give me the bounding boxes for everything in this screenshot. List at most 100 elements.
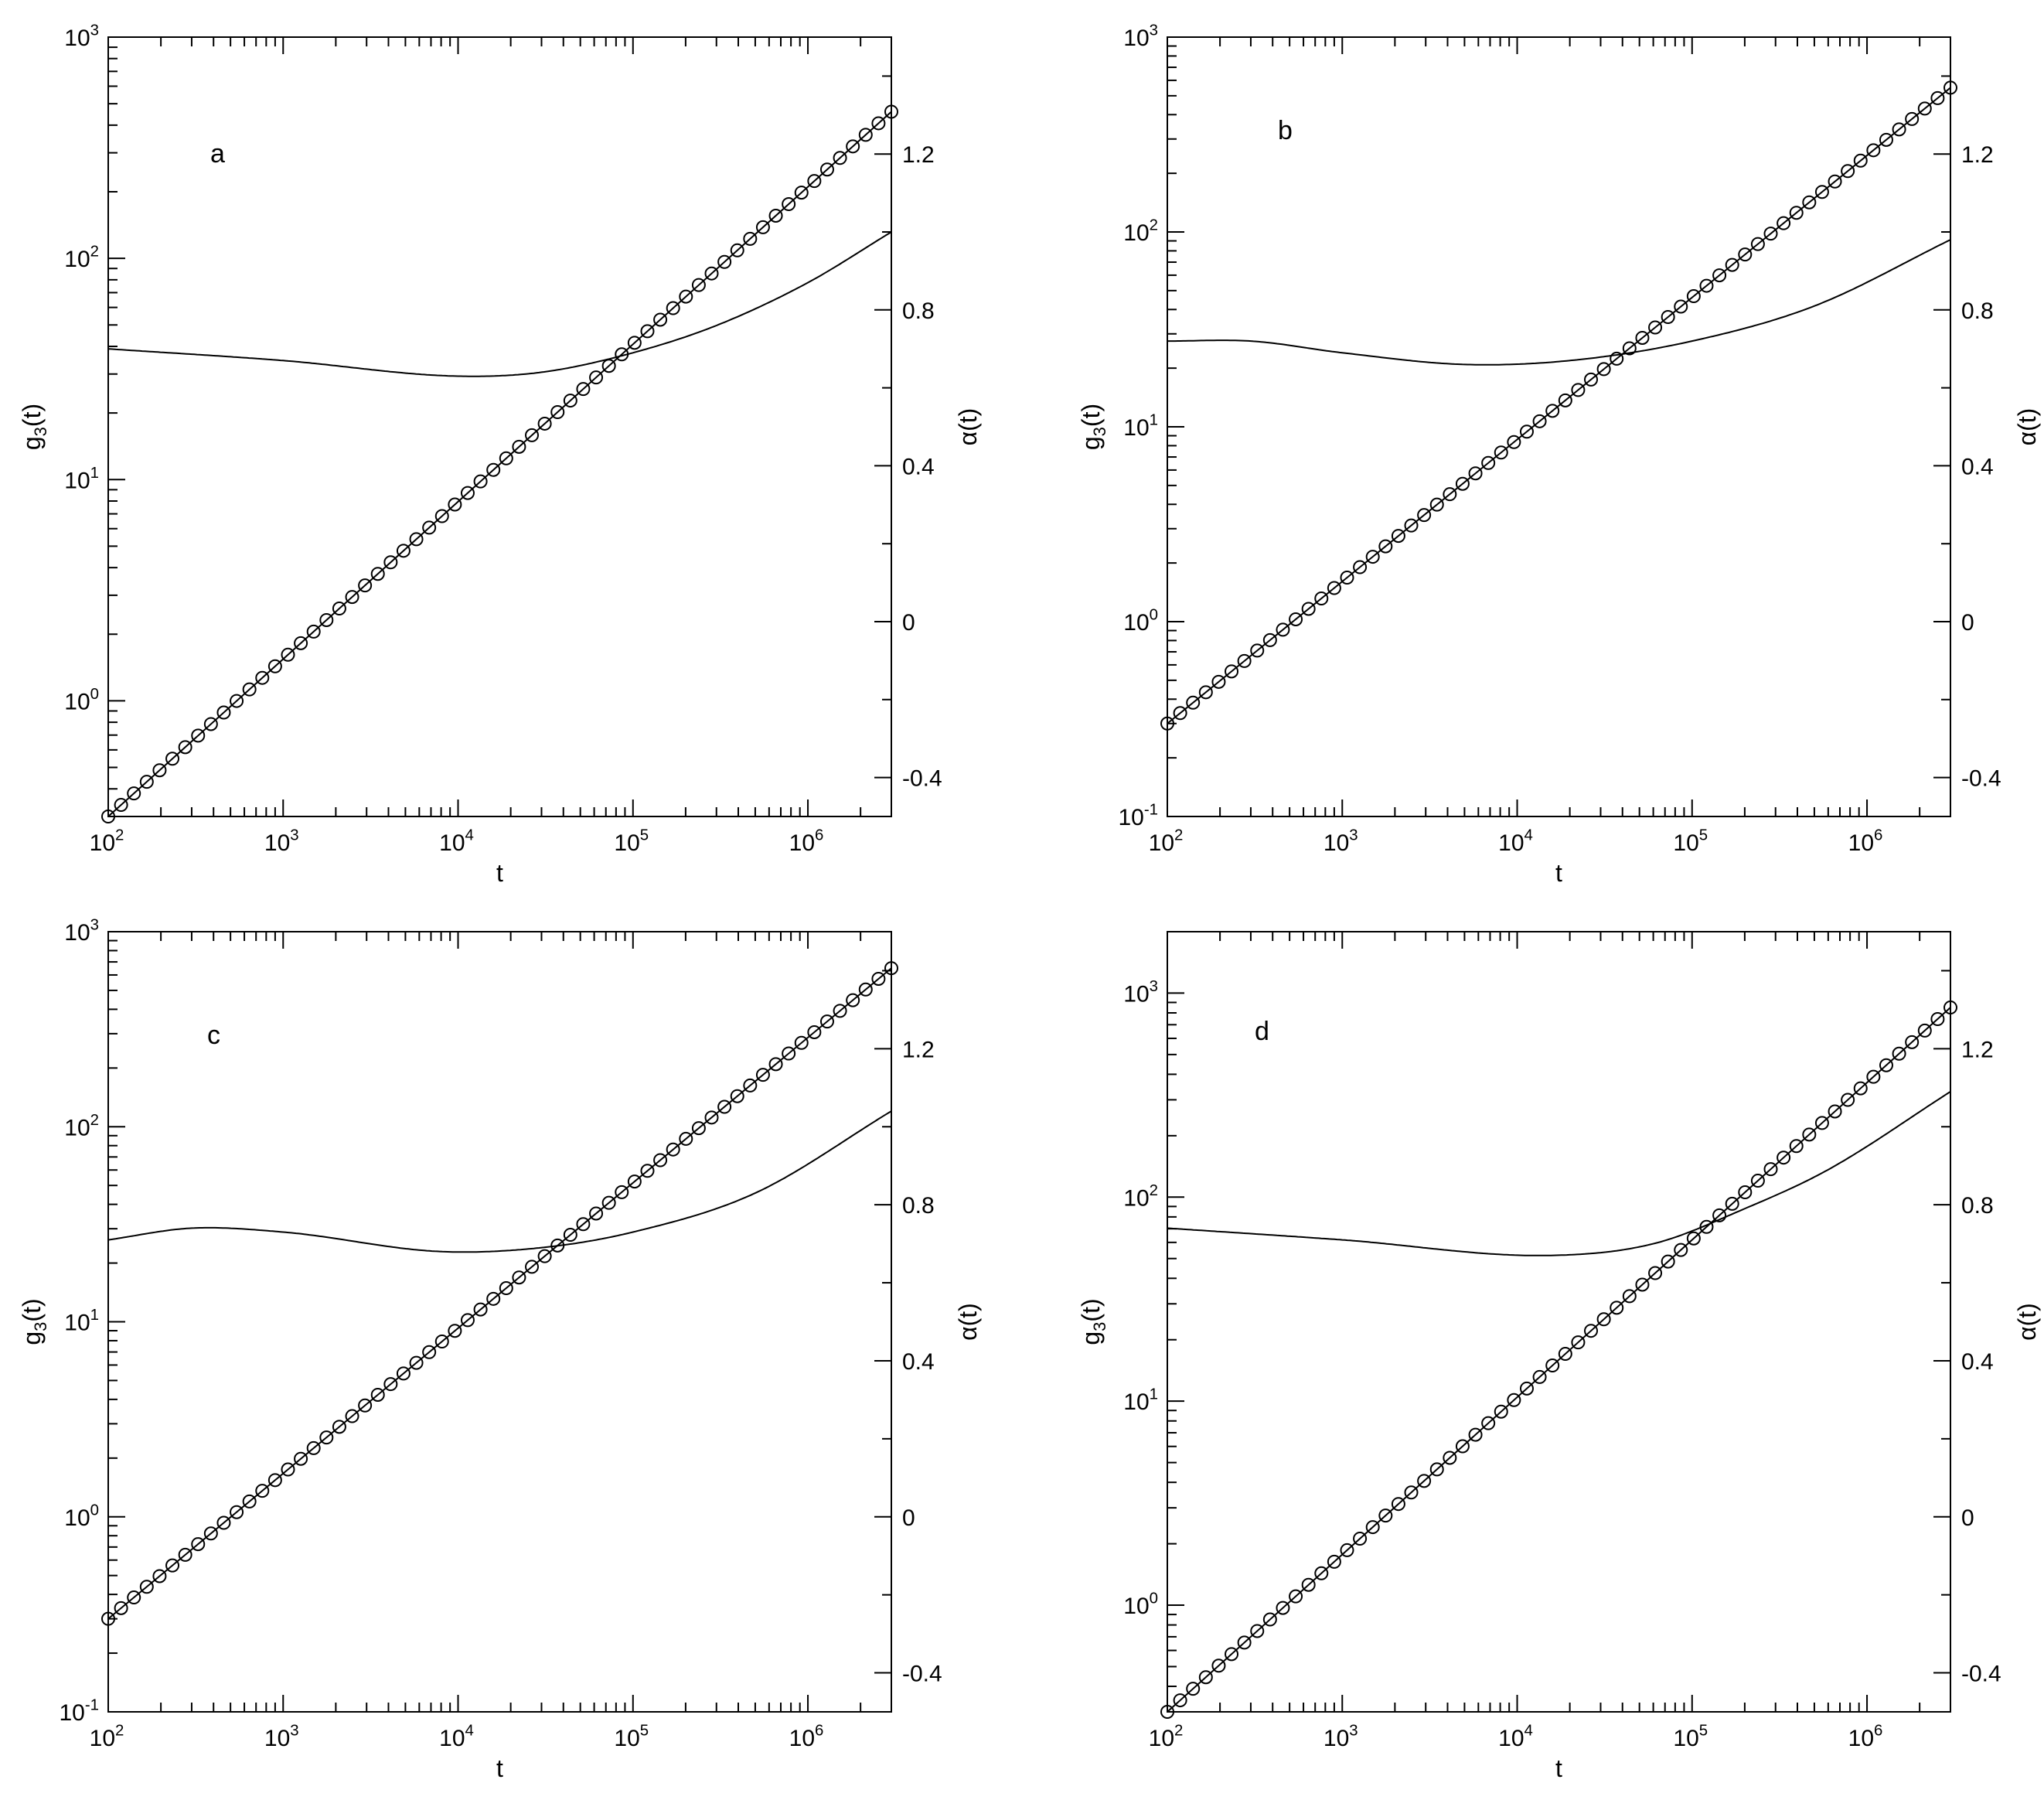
g3-data-point — [627, 1174, 642, 1189]
y2-axis-title: α(t) — [954, 408, 982, 446]
g3-data-point — [1276, 622, 1290, 637]
plot-frame — [107, 931, 892, 1713]
x-tick-label: 103 — [1323, 1723, 1358, 1752]
g3-data-point — [1237, 653, 1252, 668]
y2-tick-label: 0 — [1961, 1505, 1974, 1531]
g3-data-point — [653, 1153, 668, 1168]
g3-data-point — [1930, 90, 1945, 105]
g3-data-point — [1225, 1647, 1239, 1662]
g3-data-point — [1327, 1554, 1341, 1569]
x-axis-title: t — [1555, 859, 1562, 887]
g3-data-point — [499, 451, 513, 465]
g3-data-point — [191, 728, 206, 743]
g3-data-point — [525, 428, 540, 442]
g3-data-point — [230, 694, 244, 708]
g3-data-point — [1944, 80, 1957, 95]
g3-data-point — [1622, 341, 1637, 356]
g3-data-point — [807, 174, 822, 189]
y2-tick-label: 1.2 — [902, 1037, 935, 1062]
g3-data-point — [383, 555, 398, 570]
g3-data-point — [1750, 1174, 1765, 1188]
g3-data-point — [1558, 1347, 1572, 1362]
g3-data-point — [230, 1505, 244, 1519]
g3-data-point — [370, 567, 385, 581]
g3-data-point — [1211, 674, 1226, 689]
g3-data-point — [1468, 1427, 1483, 1442]
y-tick-label: 10-1 — [59, 1697, 99, 1727]
g3-data-point — [1507, 1393, 1521, 1407]
g3-data-point — [1789, 1139, 1804, 1154]
g3-data-point — [370, 1387, 385, 1402]
g3-data-point — [1417, 508, 1432, 523]
g3-data-point — [473, 474, 488, 489]
g3-data-point — [294, 1451, 308, 1466]
g3-data-point — [1944, 1001, 1957, 1015]
g3-data-point — [525, 1260, 540, 1274]
g3-data-point — [1250, 643, 1265, 658]
g3-data-point — [294, 636, 308, 650]
x-tick-label: 104 — [439, 827, 474, 857]
g3-data-point — [755, 1068, 770, 1082]
g3-data-point — [358, 578, 373, 593]
g3-data-point — [807, 1024, 822, 1039]
g3-data-point — [1519, 424, 1534, 439]
y2-tick-label: 1.2 — [1961, 142, 1994, 168]
alpha-series-line — [1167, 1090, 1950, 1256]
y-tick-label: 102 — [1123, 217, 1158, 247]
y-tick-label: 100 — [1123, 607, 1158, 636]
g3-data-point — [730, 1089, 744, 1103]
g3-data-point — [358, 1398, 373, 1413]
g3-data-point — [255, 1484, 270, 1498]
g3-series-line — [1167, 1007, 1950, 1712]
g3-data-point — [332, 602, 346, 616]
g3-data-point — [1712, 1208, 1727, 1222]
g3-data-point — [1750, 237, 1765, 251]
y2-tick-label: 0 — [902, 1505, 915, 1531]
g3-data-point — [1404, 518, 1419, 533]
g3-data-point — [871, 971, 886, 986]
g3-data-point — [666, 301, 680, 315]
g3-data-point — [178, 1547, 192, 1562]
g3-data-point — [203, 1526, 218, 1541]
g3-data-point — [1892, 1046, 1906, 1061]
g3-data-point — [267, 1473, 282, 1488]
g3-data-point — [691, 278, 706, 292]
g3-data-point — [319, 612, 334, 627]
g3-data-point — [1160, 716, 1174, 731]
g3-data-point — [768, 1057, 783, 1072]
g3-data-point — [794, 1035, 809, 1050]
alpha-series-line — [108, 1110, 891, 1253]
g3-data-point — [1763, 1162, 1778, 1177]
g3-data-point — [1802, 1127, 1817, 1142]
g3-data-point — [1571, 1335, 1586, 1350]
g3-data-point — [1777, 1151, 1791, 1165]
g3-data-point — [486, 462, 501, 477]
g3-data-point — [139, 1580, 154, 1594]
x-tick-label: 105 — [614, 1723, 649, 1752]
g3-data-point — [1429, 497, 1444, 512]
g3-data-point — [1686, 289, 1701, 304]
g3-data-point — [1327, 581, 1341, 595]
g3-data-point — [1777, 216, 1791, 230]
g3-data-point — [550, 1238, 565, 1253]
y2-axis-title: α(t) — [2013, 1303, 2041, 1341]
g3-data-point — [858, 128, 873, 142]
g3-data-point — [1198, 685, 1213, 700]
x-tick-label: 102 — [90, 827, 124, 857]
g3-data-point — [730, 243, 744, 257]
g3-data-point — [755, 220, 770, 234]
g3-data-point — [448, 1324, 462, 1338]
x-tick-label: 102 — [1149, 1723, 1184, 1752]
y2-tick-label: 0.4 — [902, 454, 935, 479]
g3-data-point — [1494, 445, 1508, 460]
g3-data-point — [589, 1206, 604, 1221]
y2-tick-label: 0.4 — [902, 1349, 935, 1375]
g3-data-point — [1828, 174, 1842, 189]
g3-data-point — [653, 312, 668, 327]
g3-data-point — [563, 1228, 577, 1243]
plot-frame — [1167, 36, 1951, 817]
g3-data-point — [1173, 1693, 1187, 1708]
g3-data-point — [165, 752, 180, 766]
g3-data-point — [1648, 320, 1663, 335]
g3-data-point — [1391, 1497, 1405, 1512]
